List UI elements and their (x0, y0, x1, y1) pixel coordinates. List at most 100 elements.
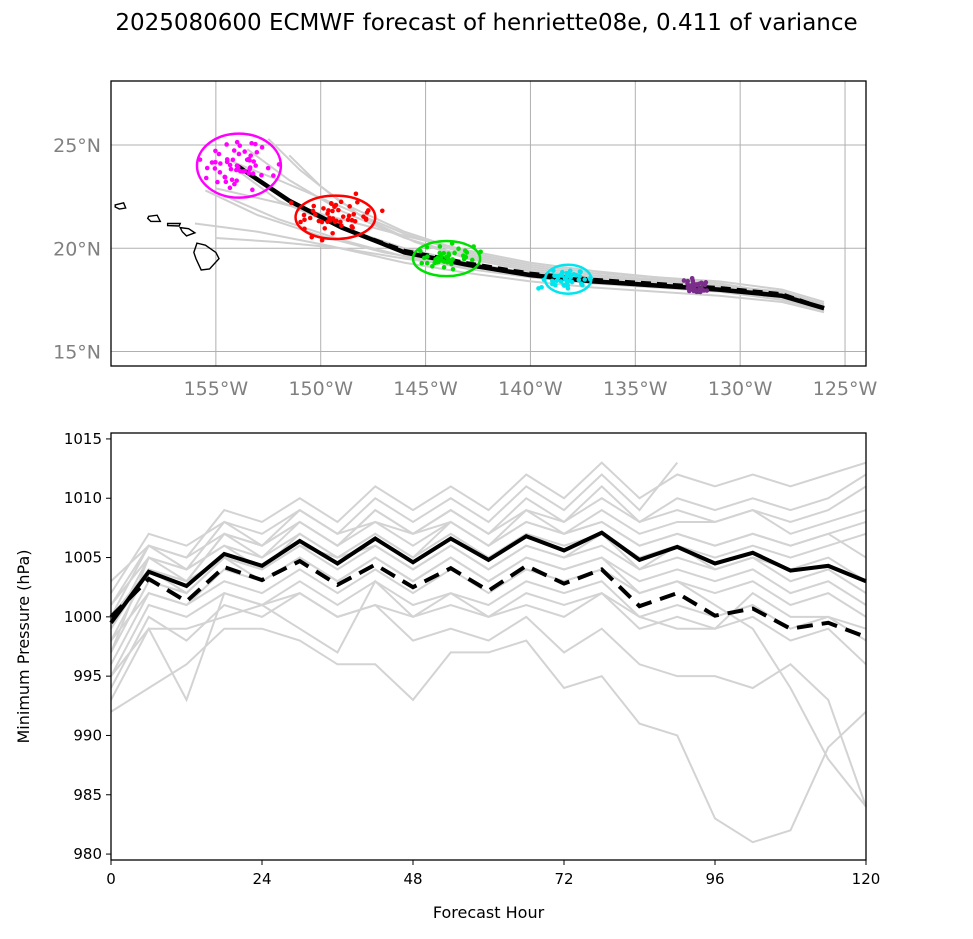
map-x-tick-labels: 155°W 150°W 145°W 140°W 135°W 130°W 125°W (184, 378, 878, 400)
ts-y-tick-label: 985 (73, 786, 102, 804)
cluster-point (339, 200, 344, 205)
cluster-point (218, 161, 223, 166)
cluster-point (465, 250, 470, 255)
cluster-point (248, 165, 253, 170)
cluster-point (246, 171, 251, 176)
cluster-point (321, 206, 326, 211)
cluster-point (204, 176, 209, 181)
ts-y-ticks: 9809859909951000100510101015 (64, 430, 111, 863)
cluster-point (224, 180, 229, 185)
cluster-point (339, 223, 344, 228)
cluster-point (354, 192, 359, 197)
ts-frame (111, 433, 866, 860)
cluster-point (441, 251, 446, 256)
cluster-point (351, 212, 356, 217)
cluster-point (556, 275, 561, 280)
ts-y-tick-label: 990 (73, 726, 102, 744)
cluster-point (302, 218, 307, 223)
ts-mean-and-deterministic (111, 533, 866, 637)
map-grid (111, 81, 866, 366)
cluster-point (328, 218, 333, 223)
cluster-point (313, 212, 318, 217)
cluster-point (430, 264, 435, 269)
cluster-point (237, 152, 242, 157)
cluster-point (298, 220, 303, 225)
map-ensemble-tracks (195, 139, 824, 312)
cluster-point (330, 231, 335, 236)
cluster-point (570, 280, 575, 285)
cluster-point (320, 220, 325, 225)
cluster-point (213, 166, 218, 171)
ensemble-track (247, 149, 824, 304)
cluster-point (322, 226, 327, 231)
island-outline (168, 224, 181, 226)
ensemble-pressure-line (111, 593, 866, 807)
cluster-point (694, 282, 699, 287)
ts-y-tick-label: 1005 (64, 549, 102, 567)
cluster-point (334, 203, 339, 208)
island-outline (180, 228, 195, 236)
cluster-point (425, 254, 430, 259)
island-outline (194, 243, 219, 270)
cluster-point (260, 145, 265, 150)
cluster-point (705, 288, 710, 293)
map-x-tick-label: 145°W (393, 378, 458, 400)
cluster-point (325, 211, 330, 216)
cluster-point (470, 258, 475, 263)
ts-x-tick-label: 96 (705, 870, 724, 888)
map-y-tick-label: 15°N (53, 342, 101, 364)
cluster-point (330, 209, 335, 214)
cluster-point (205, 166, 210, 171)
cluster-point (361, 214, 366, 219)
cluster-point (308, 216, 313, 221)
cluster-point (253, 163, 258, 168)
cluster-point (582, 277, 587, 282)
cluster-point (444, 255, 449, 260)
cluster-point (442, 265, 447, 270)
cluster-point (425, 261, 430, 266)
cluster-point (451, 267, 456, 272)
cluster-point (230, 177, 235, 182)
cluster-point (449, 258, 454, 263)
cluster-point (238, 169, 243, 174)
cluster-point (336, 208, 341, 213)
ts-x-tick-label: 48 (403, 870, 422, 888)
map-x-tick-label: 135°W (603, 378, 668, 400)
ts-y-tick-label: 995 (73, 667, 102, 685)
track-map: 155°W 150°W 145°W 140°W 135°W 130°W 125°W 15°N… (53, 81, 877, 400)
cluster-point (442, 259, 447, 264)
cluster-point (698, 288, 703, 293)
cluster-point (229, 167, 234, 172)
cluster-point (215, 180, 220, 185)
island-outline (115, 203, 125, 209)
cluster-point (435, 256, 440, 261)
cluster-point (232, 182, 237, 187)
cluster-point (456, 246, 461, 251)
map-y-tick-labels: 15°N 20°N 25°N (53, 135, 101, 364)
ts-x-tick-label: 72 (554, 870, 573, 888)
cluster-point (685, 279, 690, 284)
map-y-tick-label: 20°N (53, 238, 101, 260)
map-x-tick-label: 125°W (813, 378, 878, 400)
cluster-point (222, 175, 227, 180)
cluster-point (380, 208, 385, 213)
cluster-point (242, 149, 247, 154)
cluster-point (224, 142, 229, 147)
map-y-tick-label: 25°N (53, 135, 101, 157)
ts-y-axis-label: Minimum Pressure (hPa) (14, 550, 33, 744)
cluster-point (568, 268, 573, 273)
cluster-point (232, 148, 237, 153)
cluster-point (311, 204, 316, 209)
cluster-point (250, 188, 255, 193)
ts-y-tick-label: 1000 (64, 608, 102, 626)
cluster-point (452, 251, 457, 256)
map-position-clusters (197, 134, 709, 295)
cluster-point (302, 213, 307, 218)
ts-x-tick-label: 24 (252, 870, 271, 888)
cluster-point (251, 159, 256, 164)
cluster-point (217, 152, 222, 157)
cluster-point (234, 168, 239, 173)
cluster-point (271, 173, 276, 178)
cluster-point (347, 214, 352, 219)
cluster-point (578, 269, 583, 274)
